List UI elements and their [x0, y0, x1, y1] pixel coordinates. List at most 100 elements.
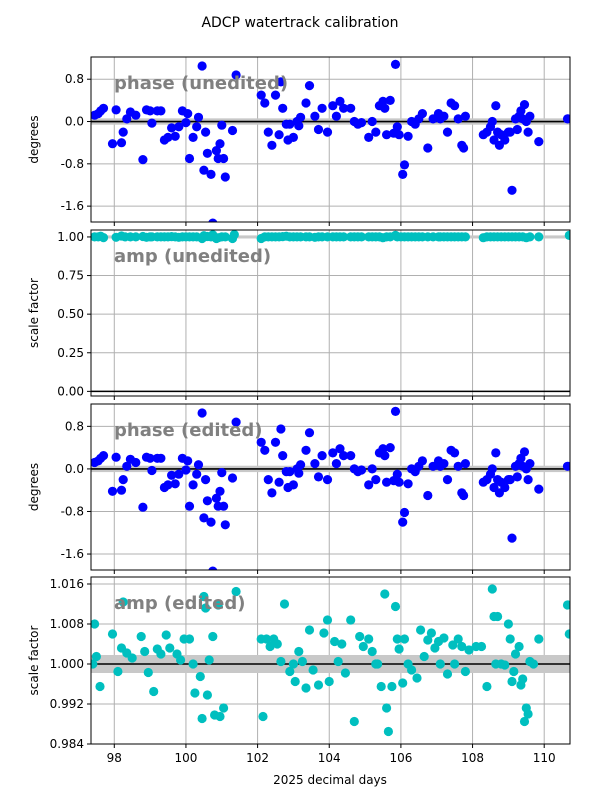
data-point [450, 448, 460, 458]
y-tick-label: -0.8 [61, 504, 84, 518]
data-point [116, 138, 127, 148]
data-point [528, 659, 539, 669]
data-point [417, 456, 427, 466]
data-point [167, 123, 177, 133]
data-point [276, 77, 286, 87]
data-point [534, 634, 544, 644]
y-tick-label: 1.008 [50, 617, 84, 631]
panel-label: amp (unedited) [114, 246, 271, 267]
data-point [147, 118, 157, 128]
data-point [394, 644, 404, 654]
data-point [301, 683, 311, 693]
data-point [156, 649, 166, 659]
data-point [394, 130, 404, 140]
data-point [387, 681, 397, 692]
data-point [270, 90, 281, 100]
data-point [403, 131, 413, 141]
data-point [297, 656, 307, 667]
data-point [156, 453, 166, 463]
data-point [562, 461, 570, 471]
data-point [339, 103, 349, 113]
panel-phase-edited: phase (edited) 0.8 0.0 -0.8 -1.6 degrees [27, 403, 571, 574]
data-point [91, 659, 98, 669]
data-point [398, 169, 408, 179]
data-point [270, 437, 281, 447]
data-point [197, 61, 207, 71]
data-point [190, 688, 200, 698]
data-point [509, 666, 519, 677]
data-point [294, 121, 304, 131]
data-point [382, 703, 392, 713]
data-point [564, 629, 570, 639]
data-point [398, 678, 408, 688]
data-point [118, 597, 128, 607]
data-point [439, 459, 449, 469]
panel-label: phase (unedited) [114, 73, 288, 94]
data-point [503, 619, 513, 629]
data-point [231, 586, 241, 597]
data-point [523, 127, 533, 137]
data-point [525, 111, 535, 121]
data-point [219, 501, 229, 511]
data-point [95, 681, 105, 692]
data-point [131, 110, 141, 120]
data-point [450, 101, 460, 111]
data-point [380, 589, 390, 599]
data-point [423, 143, 433, 153]
data-point [562, 114, 570, 124]
data-point [450, 659, 460, 669]
data-point [181, 118, 191, 128]
data-point [263, 475, 273, 485]
data-point [188, 132, 198, 142]
data-point [211, 146, 221, 156]
data-point [358, 641, 368, 652]
data-point [215, 486, 225, 496]
data-point [138, 155, 148, 165]
y-tick-label: 0.0 [65, 462, 84, 476]
data-point [167, 470, 177, 480]
data-point [460, 459, 470, 469]
data-point [215, 711, 225, 722]
data-point [231, 417, 241, 427]
data-point [505, 634, 515, 644]
data-point [199, 513, 209, 523]
data-point [392, 634, 402, 644]
data-point [510, 649, 521, 659]
data-points [91, 406, 570, 570]
data-point [184, 153, 195, 164]
data-point [131, 232, 141, 242]
data-point [202, 148, 212, 158]
data-point [290, 676, 300, 687]
data-point [118, 127, 128, 137]
data-point [364, 132, 374, 142]
data-point [403, 479, 413, 489]
data-point [256, 437, 266, 447]
y-tick-label: 0.8 [65, 419, 84, 433]
data-point [192, 469, 202, 479]
data-point [356, 118, 367, 128]
data-point [208, 566, 218, 570]
data-point [192, 122, 202, 132]
data-point [335, 96, 345, 106]
panels: phase (unedited) 0.8 0.0 -0.8 -1.6 degrees amp… [27, 56, 571, 765]
data-point [131, 457, 141, 468]
data-point [206, 169, 216, 179]
data-point [512, 124, 522, 135]
data-point [310, 111, 320, 121]
data-point [304, 428, 315, 438]
data-point [170, 131, 180, 141]
data-point [460, 666, 470, 677]
data-point [476, 641, 487, 652]
panel-phase-unedited: phase (unedited) 0.8 0.0 -0.8 -1.6 degrees [27, 56, 571, 226]
data-point [258, 711, 268, 722]
y-tick-label: 0.992 [50, 697, 84, 711]
y-tick-label: 1.016 [50, 577, 84, 591]
data-point [165, 643, 175, 653]
axes-frame [90, 576, 571, 745]
data-point [399, 160, 410, 170]
data-point [208, 218, 218, 222]
data-point [376, 681, 386, 692]
data-point [217, 120, 227, 130]
data-point [215, 139, 225, 149]
